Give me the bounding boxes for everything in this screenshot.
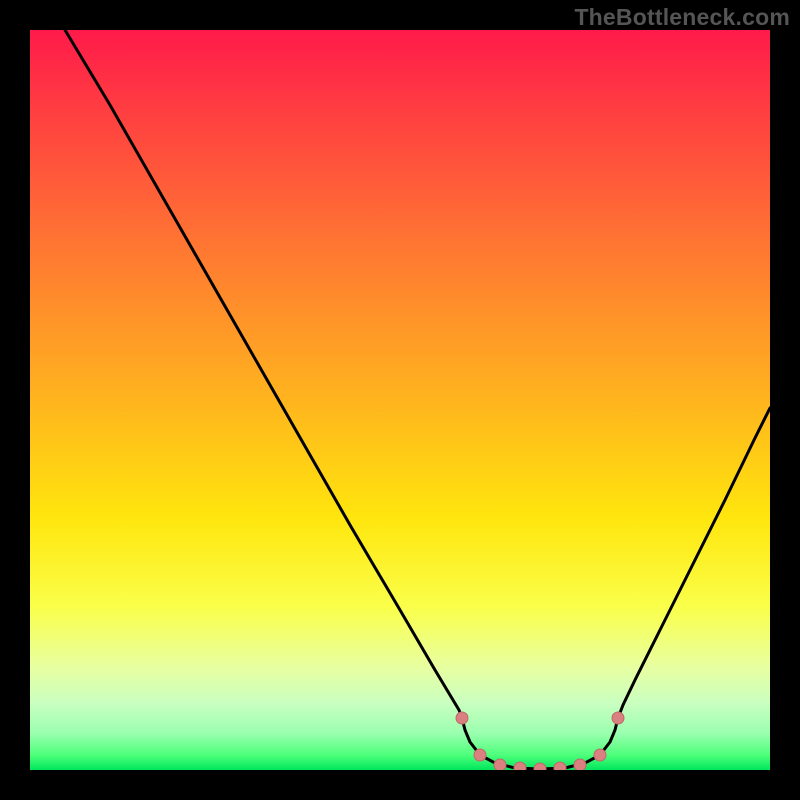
valley-dot bbox=[494, 759, 506, 770]
plot-gradient-area bbox=[30, 30, 770, 770]
valley-dot bbox=[534, 763, 546, 770]
valley-dots-group bbox=[456, 712, 624, 770]
chart-frame: TheBottleneck.com bbox=[0, 0, 800, 800]
valley-dot bbox=[456, 712, 468, 724]
valley-dot bbox=[474, 749, 486, 761]
valley-dot bbox=[514, 762, 526, 770]
valley-dot bbox=[554, 762, 566, 770]
bottleneck-curve-line bbox=[65, 30, 770, 769]
valley-dot bbox=[612, 712, 624, 724]
bottleneck-curve-svg bbox=[30, 30, 770, 770]
valley-dot bbox=[594, 749, 606, 761]
valley-dot bbox=[574, 759, 586, 770]
watermark-text: TheBottleneck.com bbox=[574, 4, 790, 31]
